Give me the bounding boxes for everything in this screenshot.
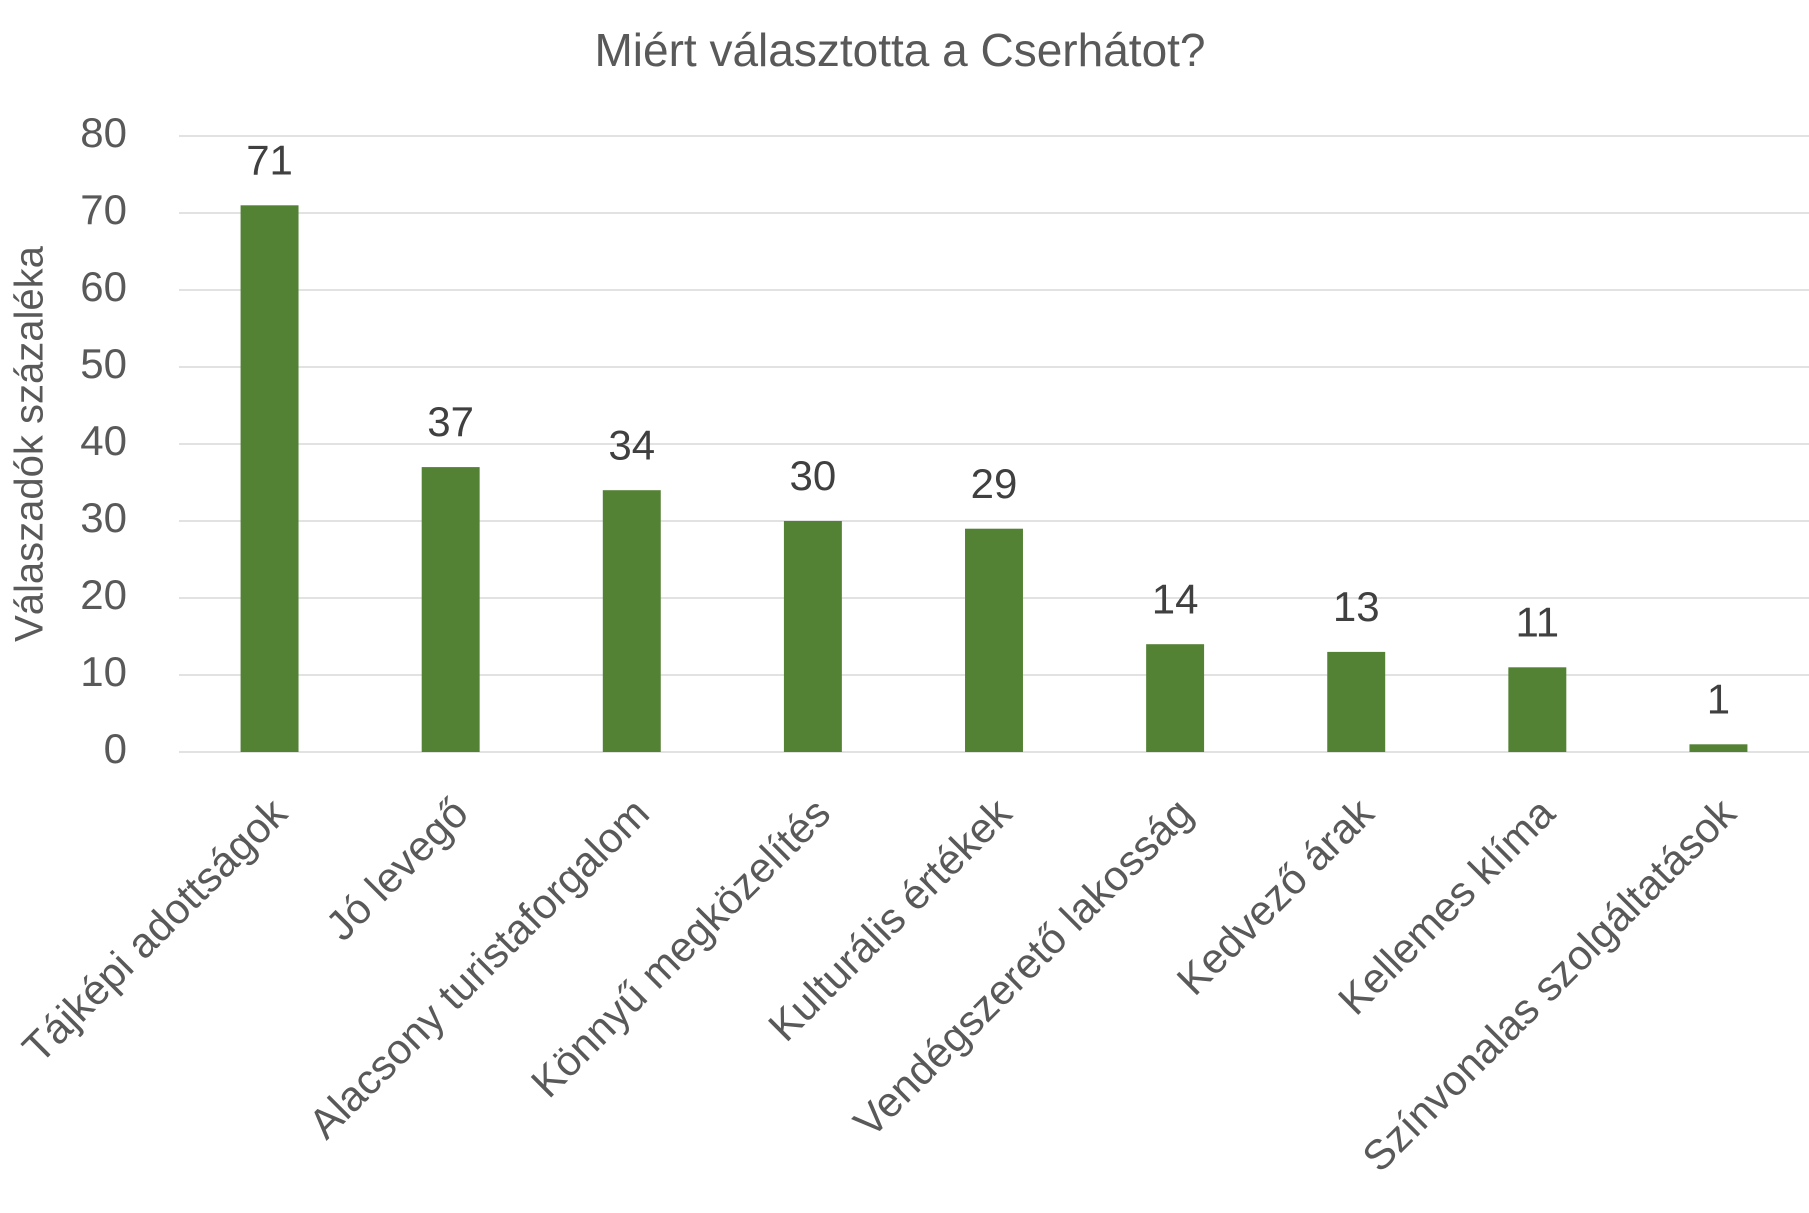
bar bbox=[783, 521, 842, 752]
chart-title: Miért választotta a Cserhátot? bbox=[594, 24, 1205, 76]
data-label: 34 bbox=[608, 421, 655, 468]
y-tick-label: 70 bbox=[80, 186, 127, 233]
data-label: 1 bbox=[1707, 675, 1730, 722]
x-tick-label: Színvonalas szolgáltatások bbox=[1353, 788, 1745, 1180]
x-tick-label: Alacsony turistaforgalom bbox=[300, 789, 658, 1147]
data-label: 37 bbox=[427, 398, 474, 445]
y-axis-title: Válaszadók százaléka bbox=[8, 245, 52, 642]
data-label: 13 bbox=[1333, 583, 1380, 630]
y-tick-label: 30 bbox=[80, 494, 127, 541]
bar bbox=[1327, 651, 1386, 752]
y-tick-label: 80 bbox=[80, 109, 127, 156]
bar bbox=[421, 467, 480, 752]
bar bbox=[1689, 744, 1748, 752]
data-label: 30 bbox=[790, 452, 837, 499]
y-tick-label: 20 bbox=[80, 571, 127, 618]
y-tick-label: 40 bbox=[80, 417, 127, 464]
x-tick-label: Jó levegő bbox=[317, 789, 477, 949]
bar bbox=[965, 528, 1023, 752]
bar bbox=[240, 205, 299, 753]
data-label: 29 bbox=[971, 460, 1018, 507]
bar bbox=[602, 490, 661, 752]
bar bbox=[1508, 667, 1567, 752]
y-tick-label: 0 bbox=[104, 725, 127, 772]
y-tick-label: 60 bbox=[80, 263, 127, 310]
x-tick-label: Vendégszerető lakosság bbox=[844, 789, 1201, 1146]
x-tick-label: Tájképi adottságok bbox=[13, 788, 296, 1071]
bar bbox=[1146, 644, 1205, 752]
data-label: 71 bbox=[246, 136, 293, 183]
x-tick-label: Könnyű megközelítés bbox=[522, 789, 839, 1106]
y-tick-label: 50 bbox=[80, 340, 127, 387]
data-label: 11 bbox=[1516, 598, 1560, 645]
y-tick-label: 10 bbox=[80, 648, 127, 695]
data-label: 14 bbox=[1152, 575, 1199, 622]
